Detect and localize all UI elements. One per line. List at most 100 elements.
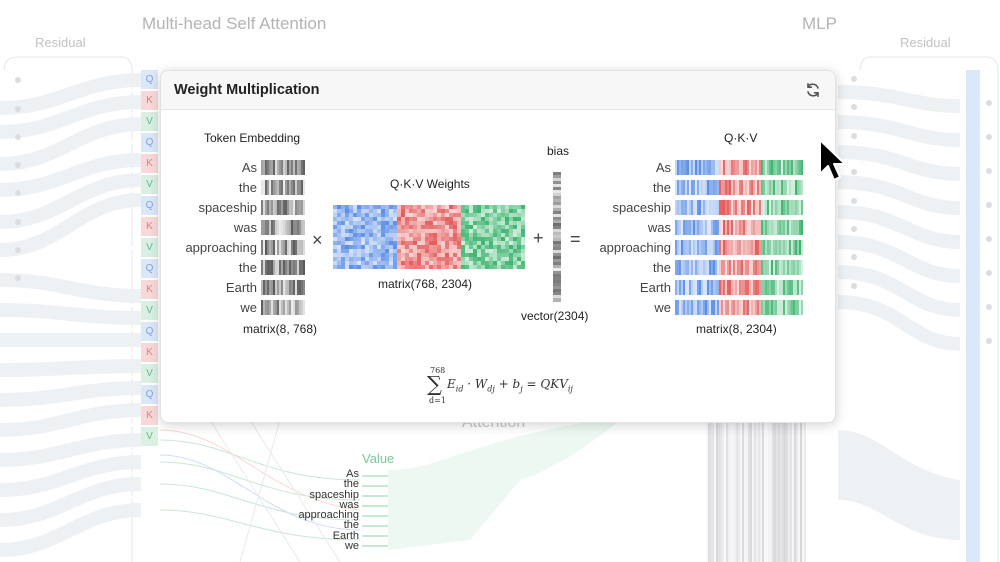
qkv-head-k: K — [141, 406, 158, 425]
embedding-token: spaceship — [198, 200, 257, 215]
popup-title: Weight Multiplication — [174, 82, 320, 98]
qkv-head-q: Q — [141, 70, 158, 89]
refresh-icon — [807, 83, 819, 97]
output-token: approaching — [599, 240, 671, 255]
embedding-token: approaching — [185, 240, 257, 255]
embedding-token: was — [233, 220, 257, 235]
output-token: the — [652, 180, 671, 195]
residual-dot — [15, 219, 21, 225]
value-token: we — [344, 540, 359, 553]
popup-header: Weight Multiplication — [161, 71, 835, 110]
residual-dot — [986, 168, 992, 174]
output-token-list: As the spaceship was approaching the Earth we — [581, 158, 671, 318]
qkv-head-q: Q — [141, 385, 158, 404]
qkv-head-k: K — [141, 154, 158, 173]
value-token: the — [343, 519, 359, 532]
residual-dot — [986, 270, 992, 276]
plus-operator: + — [533, 228, 544, 248]
embedding-token: we — [240, 300, 257, 315]
value-token: spaceship — [309, 488, 359, 501]
bias-shape: vector(2304) — [521, 309, 589, 323]
residual-dot — [15, 275, 21, 281]
qkv-head-q: Q — [141, 259, 158, 278]
mlp-activation-bars — [706, 420, 806, 562]
weights-label: Q·K·V Weights — [390, 177, 470, 191]
qkv-head-v: V — [141, 175, 158, 194]
output-token: Earth — [639, 280, 671, 295]
mlp-dot — [851, 283, 857, 289]
qkv-head-v: V — [141, 238, 158, 257]
bias-vector — [553, 172, 561, 302]
output-token: As — [655, 160, 671, 175]
value-token: was — [339, 498, 359, 511]
formula-body: Eid · Wdj + bj = QKVij — [447, 377, 573, 394]
residual-dot — [986, 338, 992, 344]
weights-shape: matrix(768, 2304) — [378, 277, 473, 291]
mlp-header: MLP — [802, 14, 837, 33]
output-token: spaceship — [612, 200, 671, 215]
qkv-head-k: K — [141, 217, 158, 236]
qkv-head-q: Q — [141, 322, 158, 341]
value-token: the — [343, 478, 359, 491]
equals-operator: = — [570, 229, 581, 249]
qkv-head-v: V — [141, 364, 158, 383]
residual-dot — [15, 162, 21, 168]
output-token: was — [647, 220, 671, 235]
qkv-weights-matrix — [333, 205, 525, 269]
value-token-list: As the spaceship was approaching the Earth we — [284, 468, 359, 553]
qkv-head-k: K — [141, 91, 158, 110]
embedding-token: the — [238, 180, 257, 195]
refresh-button[interactable] — [803, 80, 823, 100]
mlp-dot — [851, 169, 857, 175]
mlp-dot — [851, 254, 857, 260]
formula: 768 ∑ d=1 Eid · Wdj + bj = QKVij — [427, 366, 573, 405]
mouse-pointer-icon — [819, 139, 846, 181]
formula-lower: d=1 — [429, 396, 446, 405]
qkv-output-matrix — [675, 160, 803, 315]
qkv-head-v: V — [141, 301, 158, 320]
value-label: Value — [362, 451, 395, 466]
embedding-token: As — [241, 160, 257, 175]
value-token: As — [346, 468, 359, 480]
qkv-head-v: V — [141, 427, 158, 446]
embedding-matrix — [261, 160, 305, 315]
residual-dot — [15, 247, 21, 253]
embedding-shape: matrix(8, 768) — [243, 322, 318, 336]
qkv-head-q: Q — [141, 133, 158, 152]
residual-dot — [15, 134, 21, 140]
embedding-token: Earth — [225, 280, 257, 295]
embedding-token-list: As the spaceship was approaching the Earth we — [161, 158, 257, 318]
residual-dot — [15, 190, 21, 196]
residual-dot — [986, 100, 992, 106]
embedding-label: Token Embedding — [204, 131, 301, 145]
qkv-head-v: V — [141, 112, 158, 131]
residual-dot — [15, 106, 21, 112]
mlp-dot — [851, 133, 857, 139]
value-token: Earth — [332, 529, 359, 542]
residual-dot — [15, 77, 21, 83]
mlp-dot — [851, 198, 857, 204]
residual-right-label: Residual — [900, 35, 951, 50]
multiply-operator: × — [312, 230, 323, 250]
mlp-dot — [851, 104, 857, 110]
output-token: the — [652, 260, 671, 275]
output-label: Q·K·V — [724, 131, 758, 145]
embedding-token: the — [238, 260, 257, 275]
residual-output-stripe — [966, 70, 980, 562]
qkv-head-k: K — [141, 343, 158, 362]
attention-header: Multi-head Self Attention — [142, 14, 327, 33]
residual-dot — [986, 134, 992, 140]
mlp-dot — [851, 76, 857, 82]
formula-upper: 768 — [430, 366, 446, 375]
residual-dot — [986, 236, 992, 242]
weight-multiplication-popup: Weight Multiplication Token Embedding As… — [160, 70, 836, 423]
output-shape: matrix(8, 2304) — [696, 322, 777, 336]
residual-left-label: Residual — [35, 35, 86, 50]
value-token: approaching — [298, 509, 359, 522]
residual-dot — [986, 202, 992, 208]
mlp-dot — [851, 226, 857, 232]
qkv-head-q: Q — [141, 196, 158, 215]
qkv-head-k: K — [141, 280, 158, 299]
residual-dot — [986, 304, 992, 310]
